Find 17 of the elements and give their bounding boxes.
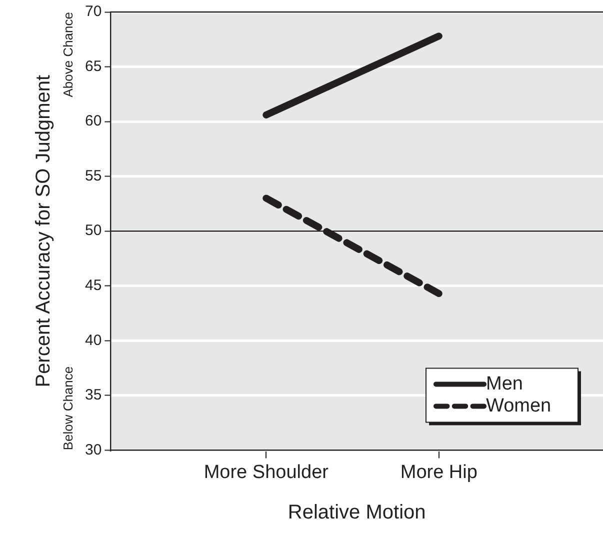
text: Below Chance [60,366,76,450]
text: Above Chance [60,12,76,98]
y-tick-label: 55 [84,167,102,184]
y-tick-label: 30 [84,441,102,458]
y-tick-label: 50 [84,222,102,240]
y-tick-label: 35 [84,386,102,404]
x-tick-label: More Shoulder [204,462,330,483]
legend-label: Men [486,373,523,394]
x-tick-label: More Hip [400,462,478,483]
y-tick-label: 45 [84,277,102,294]
legend-label: Women [486,395,552,416]
y-axis-title: Percent Accuracy for SO Judgment [32,74,55,388]
y-tick-label: 60 [84,112,102,130]
y-tick-label: 70 [84,3,102,20]
x-axis-title: Relative Motion [288,502,426,524]
y-tick-label: 40 [84,332,102,349]
y-tick-label: 65 [84,58,102,75]
